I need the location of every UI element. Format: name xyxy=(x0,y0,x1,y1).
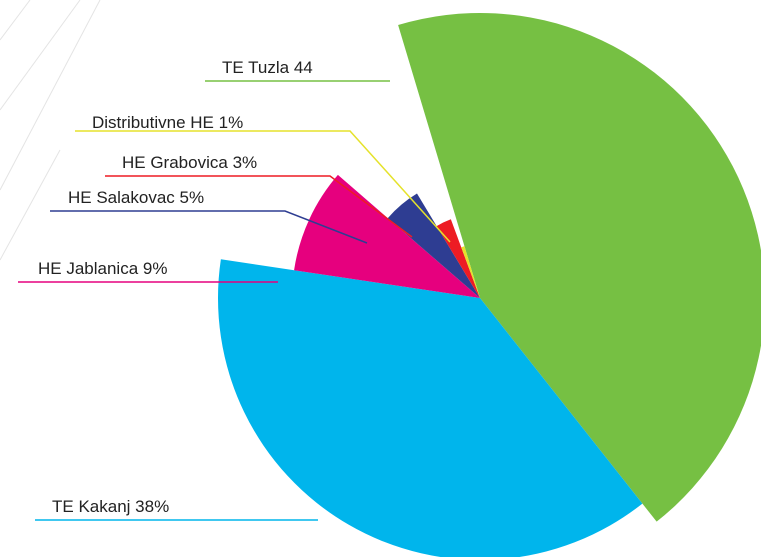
value-label: 1% xyxy=(219,113,244,132)
pie-slice xyxy=(294,174,480,298)
pie-slice xyxy=(398,13,761,522)
value-label: 5% xyxy=(180,188,205,207)
slice-label: HE Jablanica 9% xyxy=(38,259,167,278)
slice-label: HE Grabovica 3% xyxy=(122,153,257,172)
background-decoration xyxy=(0,0,101,261)
value-label: 44 xyxy=(294,58,313,77)
pie-slice xyxy=(461,246,480,298)
value-label: 38% xyxy=(135,497,169,516)
slice-label: TE Tuzla 44 xyxy=(222,58,313,77)
value-label: 3% xyxy=(233,153,258,172)
value-label: 9% xyxy=(143,259,168,278)
leader-line xyxy=(50,210,368,244)
category-label: HE Jablanica xyxy=(38,259,139,278)
slice-label: HE Salakovac 5% xyxy=(68,188,204,207)
leader-line xyxy=(105,175,413,238)
slice-label: TE Kakanj 38% xyxy=(52,497,169,516)
category-label: HE Salakovac xyxy=(68,188,175,207)
category-label: HE Grabovica xyxy=(122,153,228,172)
category-label: TE Tuzla xyxy=(222,58,290,77)
category-label: Distributivne HE xyxy=(92,113,214,132)
leader-line xyxy=(75,130,451,243)
pie-slice xyxy=(218,259,643,557)
category-label: TE Kakanj xyxy=(52,497,130,516)
pie-slice xyxy=(387,193,480,298)
slice-label: Distributivne HE 1% xyxy=(92,113,243,132)
